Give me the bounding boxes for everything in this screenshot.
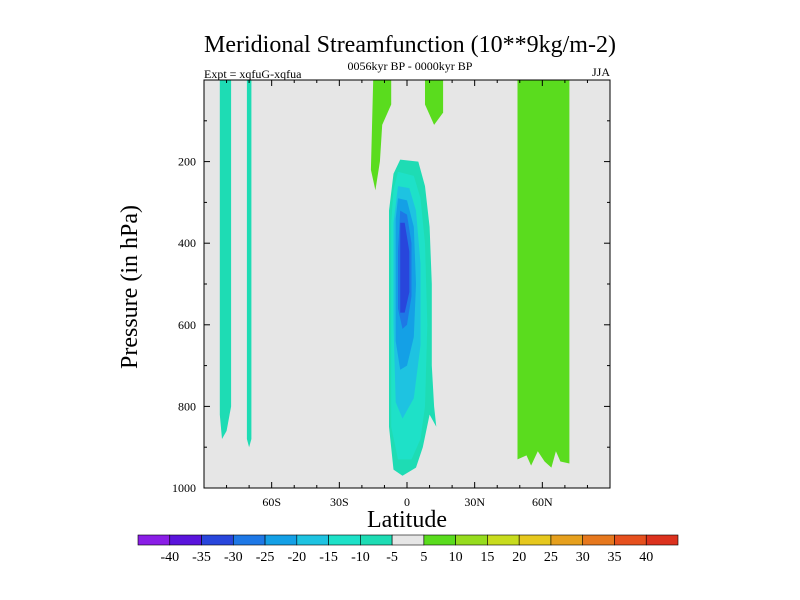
region-upper-band-plus5-left: [370, 80, 392, 191]
colorbar-box: [360, 534, 393, 546]
region-nh-band-inner-plus5: [533, 80, 568, 182]
colorbar-box: [137, 534, 171, 546]
colorbar-label: -40: [160, 550, 179, 565]
x-tick-label: 30S: [330, 495, 349, 509]
colorbar-box: [487, 534, 520, 546]
x-tick-label: 30N: [464, 495, 485, 509]
colorbar-label: 10: [449, 550, 463, 565]
y-tick-label: 200: [178, 155, 196, 169]
colorbar-label: -5: [386, 550, 398, 565]
y-axis-ticks: 200 400 600 800 1000: [172, 120, 610, 495]
colorbar-box: [645, 534, 679, 546]
colorbar-label: -10: [351, 550, 370, 565]
colorbar-box: [232, 534, 266, 546]
colorbar-label: 15: [480, 550, 494, 565]
contour-regions: [219, 80, 570, 476]
colorbar-label: -35: [192, 550, 211, 565]
colorbar-label: 5: [420, 550, 427, 565]
plot-area: 60S 30S 0 30N 60N 200 400 600 800 1000: [172, 79, 611, 509]
colorbar-label: -25: [256, 550, 275, 565]
region-sh-polar-band-1: [219, 80, 232, 439]
colorbar: [137, 534, 679, 546]
region-deep-cell-minus30: [400, 222, 410, 313]
colorbar-label: 35: [608, 550, 622, 565]
y-tick-label: 800: [178, 399, 196, 413]
chart-title: Meridional Streamfunction (10**9kg/m-2): [204, 32, 616, 58]
region-upper-band-plus5-right: [425, 80, 444, 125]
colorbar-label: -15: [319, 550, 338, 565]
subtitle-left: Expt = xqfuG-xqfua: [204, 67, 302, 81]
colorbar-box: [169, 534, 202, 546]
colorbar-box: [614, 534, 647, 546]
x-axis-ticks: 60S 30S 0 30N 60N: [226, 80, 588, 509]
colorbar-box: [201, 534, 234, 546]
subtitle-center: 0056kyr BP - 0000kyr BP: [348, 59, 473, 73]
colorbar-box: [582, 534, 615, 546]
y-tick-label: 400: [178, 236, 196, 250]
colorbar-box: [328, 534, 361, 546]
y-axis-title: Pressure (in hPa): [117, 205, 143, 369]
colorbar-label: 40: [639, 550, 653, 565]
y-tick-label: 600: [178, 318, 196, 332]
colorbar-box: [296, 534, 329, 546]
colorbar-label: 20: [512, 550, 526, 565]
x-tick-label: 0: [404, 495, 410, 509]
colorbar-label: -20: [287, 550, 306, 565]
colorbar-box: [550, 534, 584, 546]
y-tick-label: 1000: [172, 481, 196, 495]
colorbar-box: [518, 534, 552, 546]
colorbar-box: [264, 534, 298, 546]
subtitle-right: JJA: [592, 65, 610, 79]
x-tick-label: 60N: [532, 495, 553, 509]
colorbar-labels: -40 -35 -30 -25 -20 -15 -10 -5 5 10 15 20 25 30 35 40: [160, 550, 653, 565]
x-tick-label: 60S: [262, 495, 281, 509]
region-sh-polar-band-2: [246, 80, 252, 448]
x-axis-title: Latitude: [367, 507, 447, 533]
colorbar-box: [423, 534, 456, 546]
colorbar-label: 25: [544, 550, 558, 565]
colorbar-label: 30: [576, 550, 590, 565]
colorbar-label: -30: [224, 550, 243, 565]
colorbar-box: [455, 534, 488, 546]
colorbar-box: [391, 534, 425, 546]
